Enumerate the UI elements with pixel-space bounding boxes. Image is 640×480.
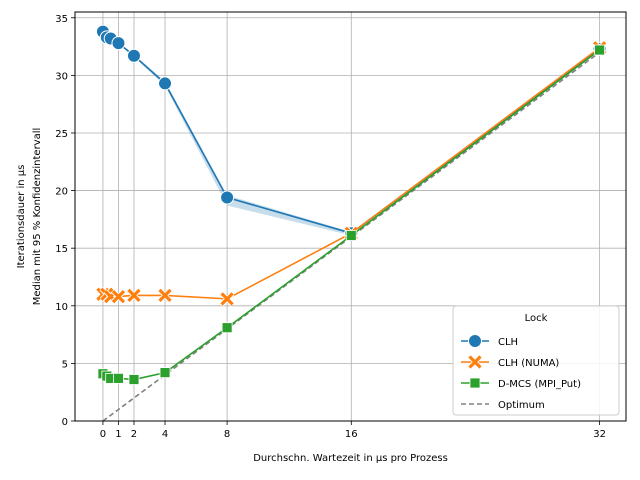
data-point bbox=[221, 322, 233, 334]
legend-item: D-MCS (MPI_Put) bbox=[461, 377, 581, 390]
y-tick-label: 25 bbox=[55, 129, 68, 140]
data-point bbox=[111, 36, 126, 51]
legend-label: CLH bbox=[498, 337, 518, 348]
marker-stroke bbox=[220, 292, 234, 306]
data-point bbox=[159, 367, 171, 379]
x-tick-label: 16 bbox=[345, 429, 358, 440]
grid bbox=[75, 12, 626, 422]
x-tick-label: 8 bbox=[224, 429, 230, 440]
y-tick-label: 20 bbox=[55, 187, 68, 198]
data-point bbox=[219, 291, 235, 307]
data-point bbox=[157, 288, 173, 303]
data-point bbox=[126, 48, 141, 63]
x-axis-label: Durchschn. Wartezeit in µs pro Prozess bbox=[253, 453, 448, 464]
marker-stroke bbox=[111, 289, 126, 304]
data-point bbox=[113, 372, 124, 384]
x-tick-label: 1 bbox=[115, 429, 121, 440]
data-point bbox=[128, 374, 140, 385]
legend-items: CLH CLH (NUMA) D-MCS (MPI_Put) Optimum bbox=[461, 334, 581, 411]
plot-frame bbox=[74, 11, 627, 422]
marker-stroke bbox=[158, 288, 172, 303]
data-point bbox=[594, 44, 606, 56]
y-tick-label: 10 bbox=[55, 302, 68, 313]
y-axis-label-line-2: Median mit 95 % Konfidenzintervall bbox=[32, 128, 43, 306]
x-tick-label: 0 bbox=[100, 429, 106, 440]
y-tick-label: 35 bbox=[55, 14, 68, 25]
legend-item: CLH bbox=[461, 334, 518, 348]
legend-label: D-MCS (MPI_Put) bbox=[498, 379, 581, 390]
legend-title: Lock bbox=[525, 313, 548, 324]
legend-swatch-marker bbox=[469, 377, 481, 389]
data-point bbox=[345, 230, 357, 241]
legend-swatch-marker bbox=[468, 334, 482, 348]
y-tick-label: 30 bbox=[55, 71, 68, 82]
y-tick-label: 15 bbox=[55, 244, 68, 255]
legend-box bbox=[452, 305, 620, 416]
y-tick-label: 5 bbox=[62, 359, 68, 370]
series-optimum bbox=[102, 51, 601, 422]
data-point bbox=[111, 289, 126, 304]
data-point bbox=[158, 76, 173, 91]
data-point bbox=[220, 190, 235, 205]
marker-stroke bbox=[468, 355, 482, 369]
y-tick-label: 0 bbox=[62, 417, 68, 428]
x-tick-label: 4 bbox=[162, 429, 168, 440]
legend-label: CLH (NUMA) bbox=[498, 358, 559, 369]
legend-label: Optimum bbox=[498, 400, 545, 411]
legend-swatch-marker bbox=[467, 354, 483, 370]
x-tick-label: 2 bbox=[131, 429, 137, 440]
legend-item: CLH (NUMA) bbox=[461, 354, 559, 370]
series-d-mcs-mpi-put bbox=[97, 44, 606, 385]
y-axis-label-line-1: Iterationsdauer in µs bbox=[16, 165, 27, 269]
series-layer bbox=[95, 24, 607, 422]
marker-stroke bbox=[127, 288, 141, 303]
series-line bbox=[102, 51, 601, 422]
x-tick-label: 32 bbox=[593, 429, 606, 440]
legend-item: Optimum bbox=[461, 400, 545, 411]
data-point bbox=[126, 288, 142, 303]
legend: Lock CLH CLH (NUMA) D-MCS (MPI_Put) Optimum bbox=[452, 305, 620, 416]
